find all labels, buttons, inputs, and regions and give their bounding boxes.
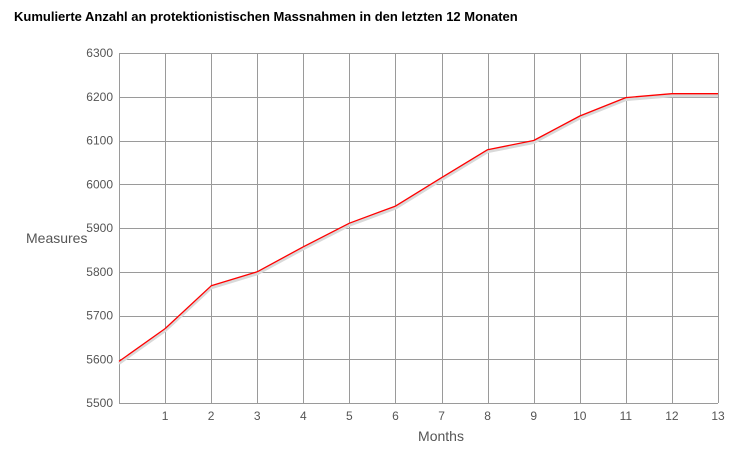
x-axis-label: Months [418, 428, 464, 444]
x-tick-label: 7 [438, 409, 445, 423]
series-line-shadow [118, 94, 718, 365]
y-tick-labels: 5500 5600 5700 5800 5900 6000 6100 6200 6300 [86, 46, 113, 410]
data-series [118, 93, 718, 365]
y-tick-label: 5800 [86, 265, 113, 279]
x-tick-label: 10 [573, 409, 587, 423]
y-tick-label: 6100 [86, 134, 113, 148]
x-tick-label: 9 [530, 409, 537, 423]
x-tick-label: 1 [162, 409, 169, 423]
y-tick-label: 5900 [86, 221, 113, 235]
x-tick-labels: 1 2 3 4 5 6 7 8 9 10 11 12 13 [162, 409, 725, 423]
x-tick-label: 4 [300, 409, 307, 423]
x-tick-label: 11 [620, 409, 633, 423]
x-tick-label: 8 [484, 409, 491, 423]
x-tick-label: 3 [254, 409, 261, 423]
x-tick-label: 13 [711, 409, 725, 423]
y-tick-label: 5600 [86, 352, 113, 366]
y-tick-label: 6300 [86, 46, 113, 60]
y-axis-label: Measures [26, 230, 87, 246]
y-tick-label: 6000 [86, 177, 113, 191]
x-tick-label: 6 [392, 409, 399, 423]
x-tick-label: 5 [346, 409, 353, 423]
y-tick-label: 6200 [86, 90, 113, 104]
grid-lines [119, 53, 719, 404]
x-tick-label: 2 [208, 409, 215, 423]
y-tick-label: 5500 [86, 396, 113, 410]
y-tick-label: 5700 [86, 309, 113, 323]
chart-title: Kumulierte Anzahl an protektionistischen… [14, 9, 518, 24]
x-tick-label: 12 [665, 409, 679, 423]
series-line [118, 93, 718, 362]
